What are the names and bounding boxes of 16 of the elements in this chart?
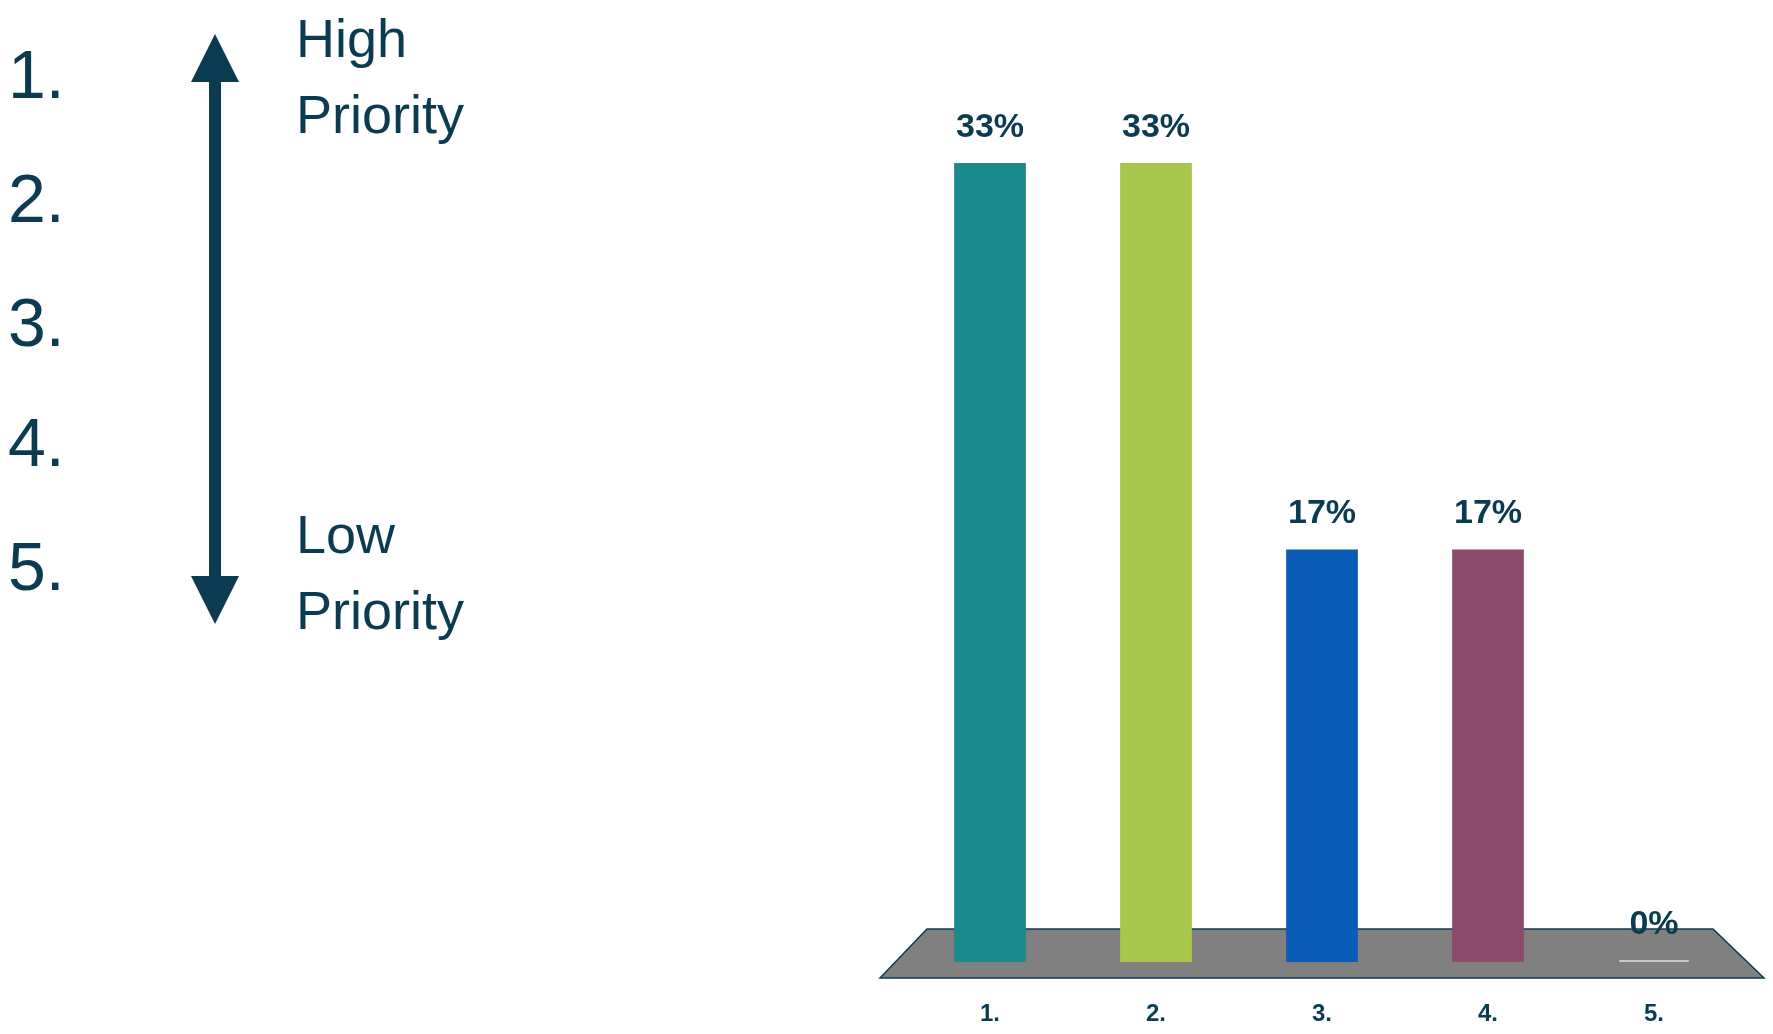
x-tick-label: 4. [1477,998,1499,1026]
data-label: 33% [1121,106,1191,144]
text: 5. [8,528,65,604]
x-tick-label: 2. [1145,998,1167,1026]
data-label: 17% [1287,492,1357,531]
text: High Priority [296,7,465,146]
text: 1. [8,36,65,112]
text: 4. [8,404,65,480]
text: 2. [8,160,65,236]
x-tick-label: 1. [979,998,1001,1026]
x-tick-label: 3. [1311,998,1333,1026]
data-label: 17% [1453,492,1523,531]
x-tick-label: 5. [1643,998,1665,1026]
text: Low Priority [296,503,465,642]
data-label: 33% [955,106,1025,144]
text: 3. [8,284,65,360]
